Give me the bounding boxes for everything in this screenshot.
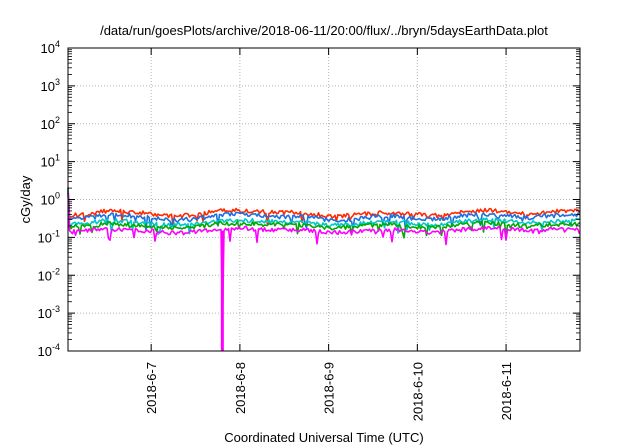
chart-title: /data/run/goesPlots/archive/2018-06-11/2… bbox=[100, 23, 548, 38]
y-axis-label: cGy/day bbox=[18, 175, 33, 223]
y-tick-label: 102 bbox=[41, 115, 60, 132]
y-tick-label: 101 bbox=[41, 153, 60, 170]
x-tick-label: 2018-6-11 bbox=[499, 362, 514, 420]
x-tick-label: 2018-6-9 bbox=[322, 362, 337, 414]
series-line bbox=[67, 188, 581, 232]
x-tick-label: 2018-6-10 bbox=[410, 362, 425, 421]
y-tick-label: 103 bbox=[41, 77, 60, 94]
y-tick-label: 10-3 bbox=[38, 304, 60, 321]
y-tick-label: 10-2 bbox=[38, 266, 60, 283]
y-tick-label: 10-1 bbox=[38, 228, 60, 245]
axis-ticks bbox=[68, 47, 580, 352]
y-tick-label: 100 bbox=[41, 191, 60, 208]
grid-lines bbox=[68, 48, 580, 351]
x-axis-label: Coordinated Universal Time (UTC) bbox=[224, 430, 423, 445]
y-tick-label: 104 bbox=[41, 39, 60, 56]
data-series bbox=[67, 191, 581, 239]
series-dropout-spike bbox=[220, 230, 224, 351]
data-series bbox=[67, 192, 581, 352]
series-line bbox=[67, 191, 581, 239]
data-series bbox=[67, 188, 581, 232]
series-line bbox=[67, 187, 581, 227]
data-series bbox=[67, 189, 581, 236]
x-tick-label: 2018-6-8 bbox=[233, 362, 248, 414]
y-tick-label: 10-4 bbox=[38, 342, 60, 359]
x-tick-label: 2018-6-7 bbox=[144, 362, 159, 414]
y-tick-labels: 10-4 10-3 10-2 10-1 100 101 102 103 104 bbox=[38, 39, 60, 359]
x-tick-labels: 2018-6-7 2018-6-8 2018-6-9 2018-6-10 2018-6-… bbox=[144, 362, 514, 421]
series-group bbox=[67, 187, 581, 352]
series-line bbox=[67, 192, 581, 323]
series-line bbox=[67, 189, 580, 236]
